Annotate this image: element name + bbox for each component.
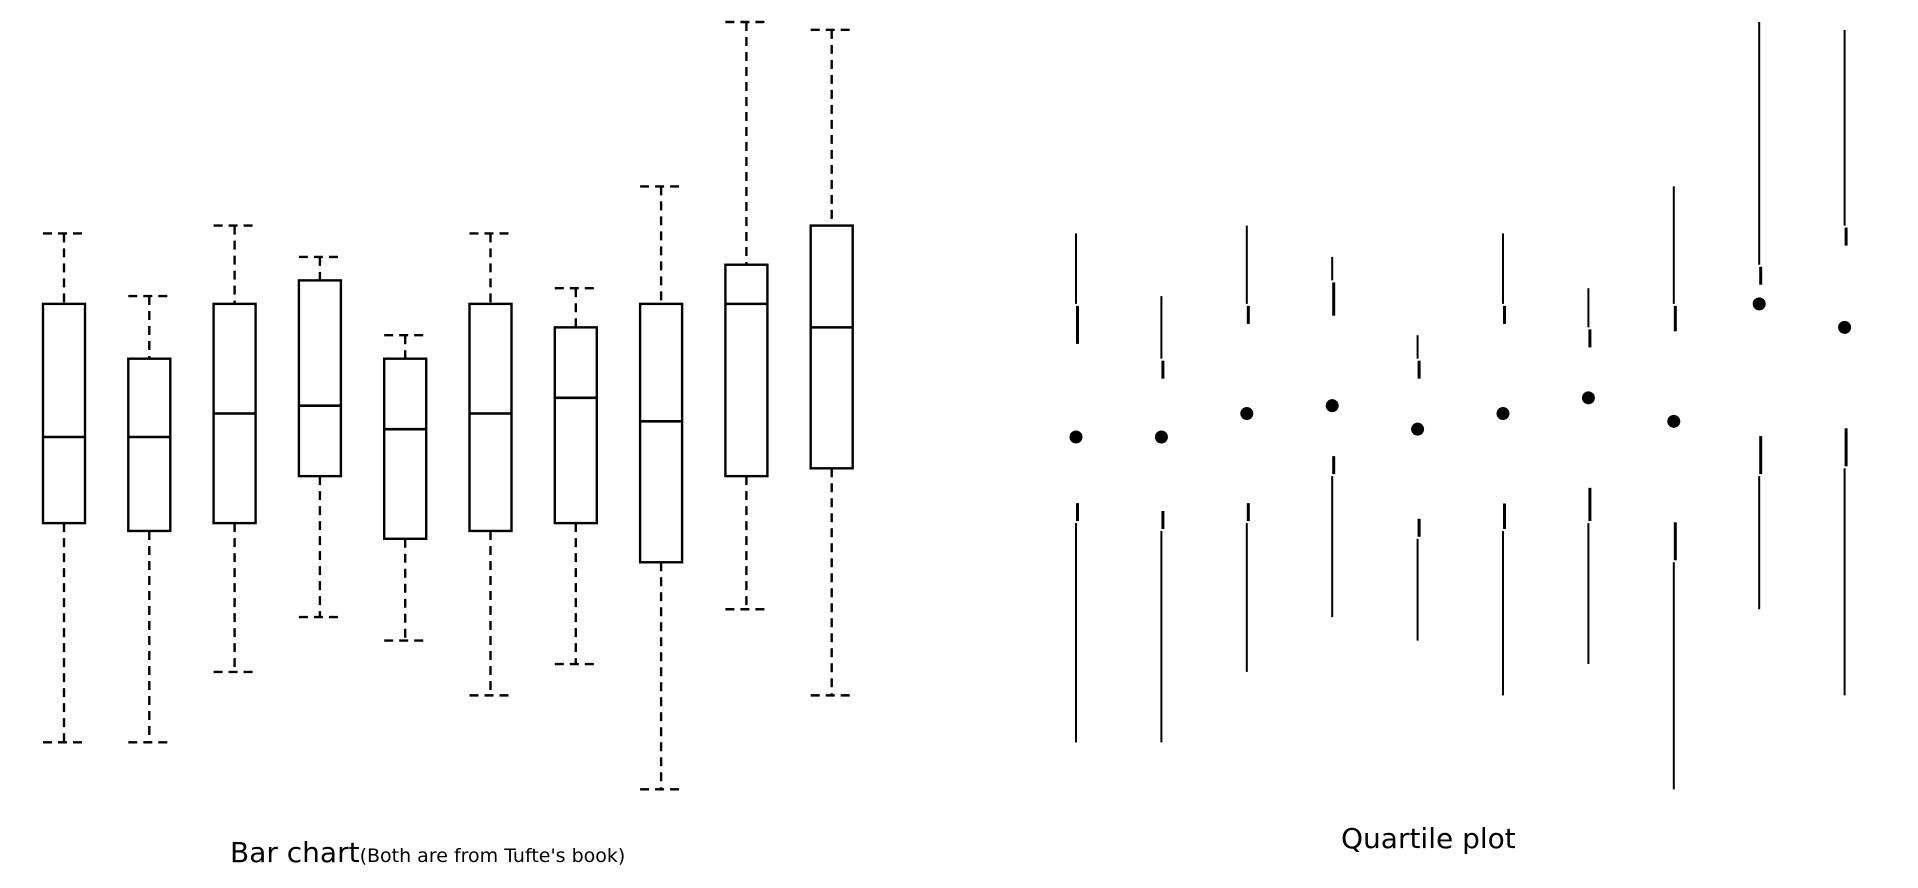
box — [553, 326, 598, 525]
quartile-item — [1154, 296, 1168, 743]
box-item — [809, 28, 854, 697]
box — [724, 263, 769, 478]
box — [383, 357, 428, 540]
box-item — [724, 20, 769, 611]
quartile-item — [1325, 256, 1339, 618]
median-dot — [1069, 430, 1083, 444]
box-plot-caption-main: Bar chart — [230, 836, 360, 869]
box-plot-caption-note: (Both are from Tufte's book) — [359, 845, 626, 867]
median-dot — [1581, 391, 1595, 405]
box — [638, 302, 684, 564]
quartile-plot-caption: Quartile plot — [1341, 822, 1516, 855]
quartile-plot-chart — [1069, 22, 1852, 790]
box-item — [468, 232, 513, 697]
quartile-item — [1667, 186, 1681, 790]
quartile-item — [1496, 233, 1510, 696]
box — [127, 357, 172, 533]
box-plot-caption: Bar chart(Both are from Tufte's book) — [230, 836, 625, 869]
median-dot — [1752, 297, 1766, 311]
box-item — [212, 224, 257, 674]
median-dot — [1154, 430, 1168, 444]
median-dot — [1667, 414, 1681, 428]
quartile-item — [1069, 233, 1083, 743]
box-plot-chart — [41, 20, 854, 791]
box-item — [638, 185, 684, 791]
median-dot — [1496, 407, 1510, 420]
box-item — [41, 232, 87, 744]
median-dot — [1411, 422, 1425, 436]
quartile-item — [1240, 225, 1254, 672]
box — [41, 302, 87, 525]
box-item — [297, 255, 343, 619]
median-dot — [1325, 399, 1339, 413]
box-item — [383, 334, 428, 642]
box-item — [553, 287, 598, 666]
median-dot — [1838, 320, 1852, 334]
quartile-item — [1838, 29, 1852, 696]
quartile-item — [1581, 288, 1595, 665]
box — [297, 279, 343, 478]
box-item — [127, 294, 172, 744]
median-dot — [1240, 407, 1254, 420]
box — [809, 224, 854, 470]
quartile-item — [1752, 22, 1766, 610]
box — [468, 302, 513, 533]
quartile-item — [1411, 335, 1425, 641]
